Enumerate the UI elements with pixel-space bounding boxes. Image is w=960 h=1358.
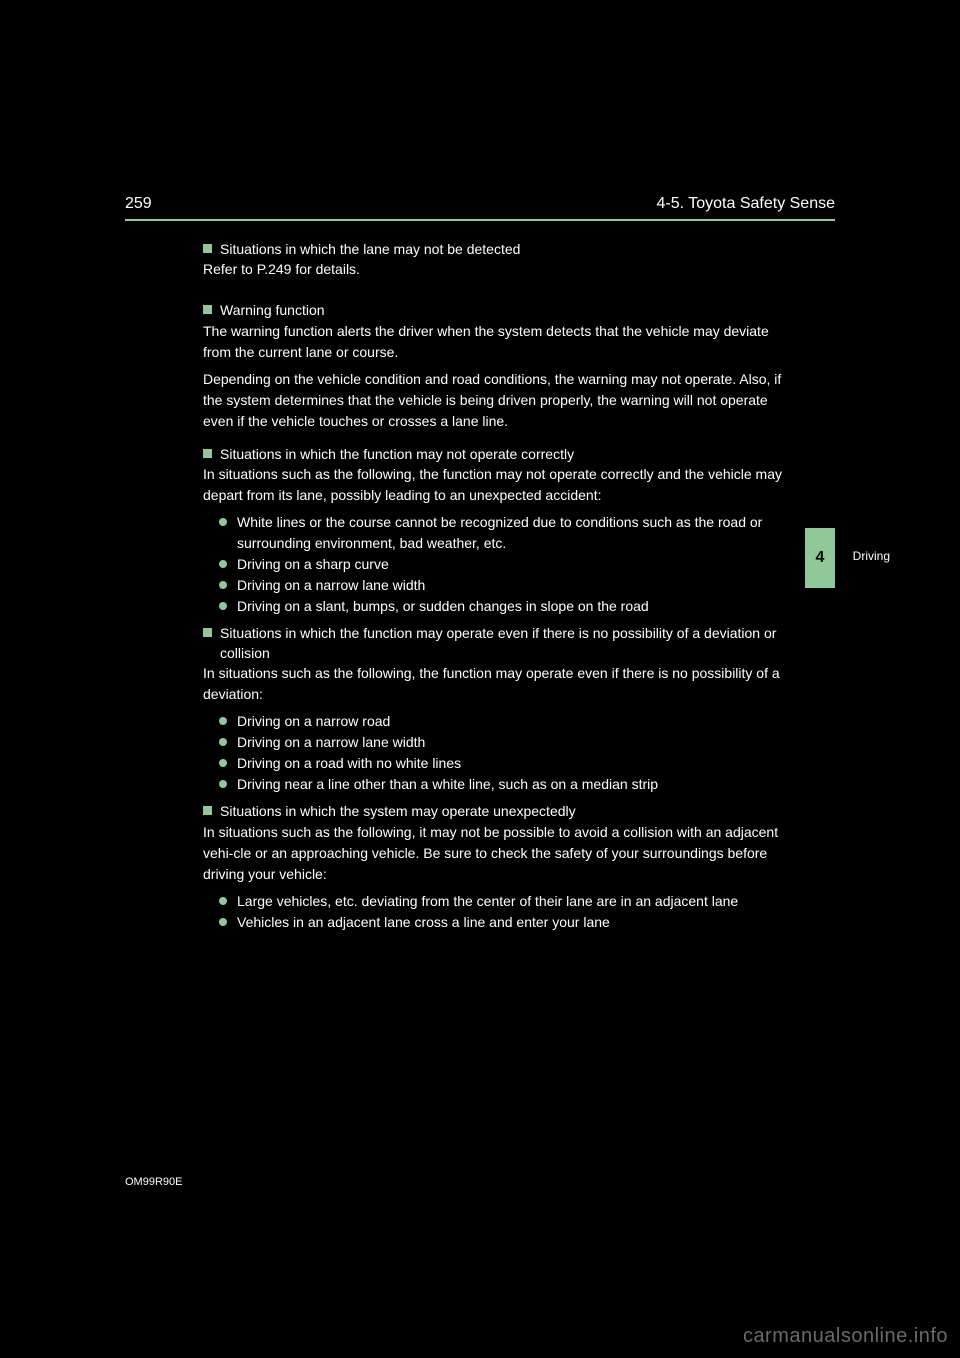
body-text: The warning function alerts the driver w… bbox=[203, 321, 791, 363]
body-text: Refer to P.249 for details. bbox=[203, 259, 791, 280]
list-item: Driving on a narrow road bbox=[203, 711, 791, 732]
section-heading: Situations in which the function may not… bbox=[203, 444, 791, 464]
body-text: In situations such as the following, it … bbox=[203, 822, 791, 885]
round-bullet-icon bbox=[219, 759, 227, 767]
bullet-text: Driving on a road with no white lines bbox=[237, 753, 791, 774]
body-text: In situations such as the following, the… bbox=[203, 663, 791, 705]
list-item: Driving on a narrow lane width bbox=[203, 732, 791, 753]
square-bullet-icon bbox=[203, 305, 212, 314]
manual-page: 259 4-5. Toyota Safety Sense Situations … bbox=[125, 195, 835, 933]
file-code: OM99R90E bbox=[125, 1176, 182, 1188]
square-bullet-icon bbox=[203, 806, 212, 815]
body-text: Depending on the vehicle condition and r… bbox=[203, 369, 791, 432]
heading-text: Warning function bbox=[220, 300, 791, 320]
bullet-text: Driving on a narrow road bbox=[237, 711, 791, 732]
round-bullet-icon bbox=[219, 918, 227, 926]
bullet-text: Driving on a narrow lane width bbox=[237, 732, 791, 753]
round-bullet-icon bbox=[219, 518, 227, 526]
page-header: 259 4-5. Toyota Safety Sense bbox=[125, 195, 835, 221]
heading-text: Situations in which the system may opera… bbox=[220, 801, 791, 821]
heading-text: Situations in which the function may not… bbox=[220, 444, 791, 464]
bullet-text: Large vehicles, etc. deviating from the … bbox=[237, 891, 791, 912]
content-block: Situations in which the lane may not be … bbox=[203, 239, 791, 933]
section-heading: Situations in which the function may ope… bbox=[203, 623, 791, 664]
list-item: Driving on a road with no white lines bbox=[203, 753, 791, 774]
list-item: Driving on a narrow lane width bbox=[203, 575, 791, 596]
round-bullet-icon bbox=[219, 581, 227, 589]
square-bullet-icon bbox=[203, 449, 212, 458]
bullet-text: Vehicles in an adjacent lane cross a lin… bbox=[237, 912, 791, 933]
bullet-text: Driving on a narrow lane width bbox=[237, 575, 791, 596]
chapter-number: 4 bbox=[816, 549, 825, 567]
round-bullet-icon bbox=[219, 602, 227, 610]
round-bullet-icon bbox=[219, 560, 227, 568]
list-item: Driving on a sharp curve bbox=[203, 554, 791, 575]
section-heading: Situations in which the lane may not be … bbox=[203, 239, 791, 259]
bullet-text: White lines or the course cannot be reco… bbox=[237, 512, 791, 554]
bullet-text: Driving on a sharp curve bbox=[237, 554, 791, 575]
bullet-text: Driving near a line other than a white l… bbox=[237, 774, 791, 795]
chapter-label: Driving bbox=[853, 549, 890, 563]
watermark-text: carmanualsonline.info bbox=[743, 1325, 948, 1348]
list-item: Large vehicles, etc. deviating from the … bbox=[203, 891, 791, 912]
list-item: Driving near a line other than a white l… bbox=[203, 774, 791, 795]
page-number: 259 bbox=[125, 195, 152, 213]
round-bullet-icon bbox=[219, 780, 227, 788]
body-text: In situations such as the following, the… bbox=[203, 464, 791, 506]
round-bullet-icon bbox=[219, 717, 227, 725]
section-title: 4-5. Toyota Safety Sense bbox=[657, 195, 835, 213]
heading-text: Situations in which the function may ope… bbox=[220, 623, 791, 664]
section-heading: Situations in which the system may opera… bbox=[203, 801, 791, 821]
heading-text: Situations in which the lane may not be … bbox=[220, 239, 791, 259]
round-bullet-icon bbox=[219, 738, 227, 746]
bullet-text: Driving on a slant, bumps, or sudden cha… bbox=[237, 596, 791, 617]
square-bullet-icon bbox=[203, 244, 212, 253]
list-item: White lines or the course cannot be reco… bbox=[203, 512, 791, 554]
list-item: Vehicles in an adjacent lane cross a lin… bbox=[203, 912, 791, 933]
round-bullet-icon bbox=[219, 897, 227, 905]
section-heading: Warning function bbox=[203, 300, 791, 320]
chapter-tab: 4 bbox=[805, 528, 835, 588]
list-item: Driving on a slant, bumps, or sudden cha… bbox=[203, 596, 791, 617]
square-bullet-icon bbox=[203, 628, 212, 637]
